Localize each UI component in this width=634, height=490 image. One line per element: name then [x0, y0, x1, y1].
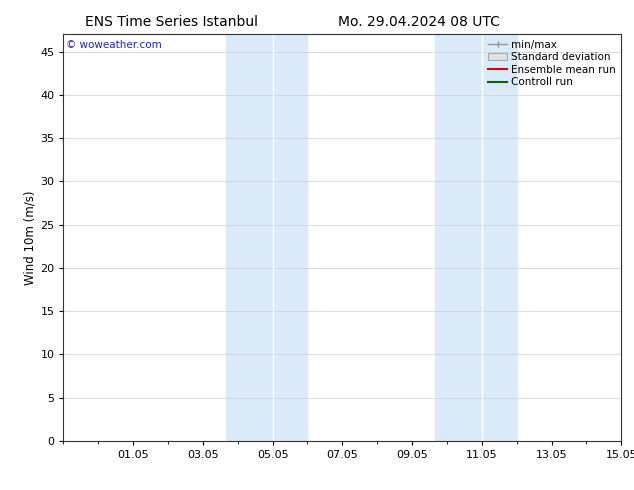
Y-axis label: Wind 10m (m/s): Wind 10m (m/s): [23, 191, 36, 285]
Text: ENS Time Series Istanbul: ENS Time Series Istanbul: [85, 15, 257, 29]
Text: © woweather.com: © woweather.com: [66, 40, 162, 50]
Bar: [226, 34, 307, 441]
Legend: min/max, Standard deviation, Ensemble mean run, Controll run: min/max, Standard deviation, Ensemble me…: [485, 36, 619, 91]
Bar: [436, 34, 517, 441]
Text: Mo. 29.04.2024 08 UTC: Mo. 29.04.2024 08 UTC: [337, 15, 500, 29]
